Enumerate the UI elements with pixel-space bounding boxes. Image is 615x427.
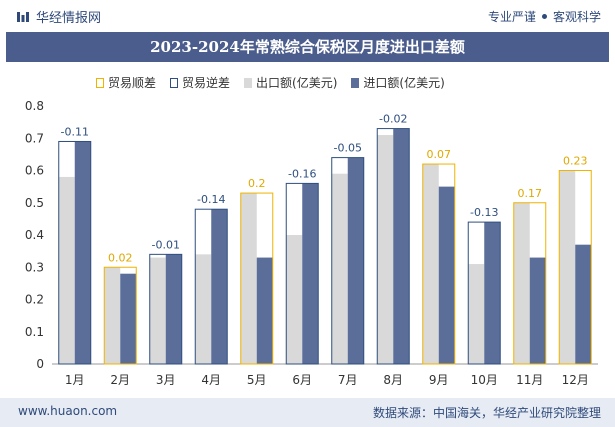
footer-url: www.huaon.com bbox=[18, 404, 118, 418]
x-tick-label: 12月 bbox=[562, 373, 589, 387]
x-tick-label: 9月 bbox=[429, 373, 449, 387]
legend-item-import: 进口额(亿美元) bbox=[351, 74, 445, 91]
x-tick-label: 3月 bbox=[156, 373, 176, 387]
y-tick-label: 0.5 bbox=[25, 196, 44, 210]
balance-label: -0.14 bbox=[197, 193, 225, 206]
tagline-left: 专业严谨 bbox=[487, 10, 536, 24]
export-bar bbox=[286, 235, 303, 364]
y-tick-label: 0 bbox=[36, 357, 44, 371]
chart-title: 2023-2024年常熟综合保税区月度进出口差额 bbox=[6, 32, 609, 62]
legend-import-swatch-icon bbox=[351, 77, 360, 88]
import-bar bbox=[165, 254, 182, 364]
brand-name: 华经情报网 bbox=[36, 11, 102, 26]
legend-export-swatch-icon bbox=[244, 77, 253, 88]
import-bar bbox=[393, 128, 410, 364]
balance-label: -0.13 bbox=[470, 206, 498, 219]
chart-plot: 0 0.1 0.2 0.3 0.4 0.5 0.6 0.7 0.8 -0.11 1月 0.02 2月 -0… bbox=[25, 99, 598, 387]
legend-export-label: 出口额(亿美元) bbox=[256, 76, 338, 90]
export-bar bbox=[240, 193, 257, 364]
export-bar bbox=[149, 257, 166, 364]
legend-surplus-swatch-icon bbox=[96, 77, 104, 88]
balance-label: 0.07 bbox=[427, 148, 452, 161]
y-tick-label: 0.6 bbox=[25, 164, 44, 178]
y-tick-label: 0.7 bbox=[25, 131, 44, 145]
import-bar bbox=[575, 244, 592, 364]
x-tick-label: 6月 bbox=[292, 373, 312, 387]
export-bar bbox=[58, 176, 75, 364]
legend-item-surplus: 贸易顺差 bbox=[96, 74, 156, 91]
x-tick-label: 7月 bbox=[338, 373, 358, 387]
import-bar bbox=[484, 222, 501, 364]
export-bar bbox=[422, 164, 439, 364]
y-tick-label: 0.2 bbox=[25, 293, 44, 307]
export-bar bbox=[195, 254, 212, 364]
legend-deficit-swatch-icon bbox=[170, 77, 179, 88]
x-tick-label: 10月 bbox=[471, 373, 498, 387]
balance-label: -0.05 bbox=[334, 142, 362, 155]
balance-label: 0.2 bbox=[248, 177, 266, 190]
deficit-box bbox=[285, 182, 319, 365]
balance-label: -0.02 bbox=[379, 113, 407, 126]
balance-label: -0.01 bbox=[152, 238, 180, 251]
export-bar bbox=[104, 267, 121, 364]
x-tick-label: 11月 bbox=[516, 373, 543, 387]
y-tick-label: 0.4 bbox=[25, 228, 44, 242]
legend-import-label: 进口额(亿美元) bbox=[363, 76, 445, 90]
deficit-box bbox=[58, 140, 92, 365]
tagline-right: 客观科学 bbox=[552, 10, 601, 24]
export-bar bbox=[377, 135, 394, 364]
brand: 华经情报网 bbox=[16, 7, 101, 26]
import-bar bbox=[74, 141, 91, 364]
deficit-box bbox=[331, 157, 365, 365]
tagline-dot-icon bbox=[541, 14, 547, 19]
x-tick-label: 8月 bbox=[383, 373, 403, 387]
legend-deficit-label: 贸易逆差 bbox=[182, 76, 231, 90]
export-bar bbox=[513, 202, 530, 364]
surplus-box bbox=[103, 266, 137, 365]
import-bar bbox=[302, 183, 319, 364]
balance-label: 0.23 bbox=[563, 155, 588, 168]
y-tick-label: 0.8 bbox=[25, 99, 44, 113]
y-tick-label: 0.1 bbox=[25, 325, 44, 339]
surplus-box bbox=[558, 170, 592, 365]
deficit-box bbox=[194, 208, 228, 365]
balance-label: 0.02 bbox=[108, 251, 133, 264]
deficit-box bbox=[467, 221, 501, 365]
x-tick-label: 1月 bbox=[65, 373, 85, 387]
top-bar: 华经情报网 专业严谨 客观科学 bbox=[0, 0, 615, 32]
surplus-box bbox=[240, 192, 274, 365]
import-bar bbox=[438, 186, 455, 364]
legend-item-export: 出口额(亿美元) bbox=[244, 74, 337, 91]
balance-label: -0.11 bbox=[61, 125, 89, 138]
balance-label: -0.16 bbox=[288, 167, 316, 180]
surplus-box bbox=[513, 202, 547, 365]
import-bar bbox=[529, 257, 546, 364]
legend-surplus-label: 贸易顺差 bbox=[108, 76, 157, 90]
y-tick-label: 0.3 bbox=[25, 260, 44, 274]
balance-label: 0.17 bbox=[518, 187, 543, 200]
export-bar bbox=[331, 173, 348, 364]
export-bar bbox=[468, 264, 485, 364]
legend-item-deficit: 贸易逆差 bbox=[170, 74, 230, 91]
import-bar bbox=[211, 209, 228, 364]
brand-logo-icon bbox=[17, 11, 29, 22]
export-bar bbox=[559, 170, 576, 364]
import-bar bbox=[347, 157, 364, 364]
footer-source: 数据来源：中国海关，华经产业研究院整理 bbox=[372, 406, 601, 420]
import-bar bbox=[256, 257, 273, 364]
footer: www.huaon.com 数据来源：中国海关，华经产业研究院整理 bbox=[0, 398, 615, 427]
x-tick-label: 5月 bbox=[247, 373, 267, 387]
chart-legend: 贸易顺差 贸易逆差 出口额(亿美元) 进口额(亿美元) bbox=[96, 74, 459, 91]
surplus-box bbox=[422, 163, 456, 365]
deficit-box bbox=[149, 253, 183, 365]
tagline: 专业严谨 客观科学 bbox=[488, 8, 601, 25]
x-tick-label: 4月 bbox=[201, 373, 221, 387]
x-tick-label: 2月 bbox=[110, 373, 130, 387]
import-bar bbox=[120, 273, 137, 364]
deficit-box bbox=[376, 128, 410, 365]
